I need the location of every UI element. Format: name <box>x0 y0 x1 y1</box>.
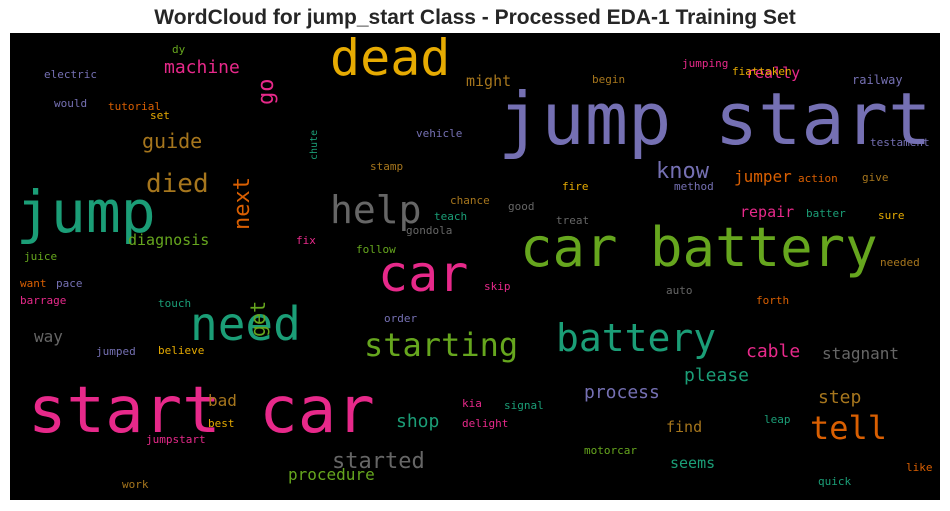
word-needed: needed <box>880 256 920 269</box>
word-begin: begin <box>592 73 626 86</box>
word-tell: tell <box>810 409 888 447</box>
word-motorcar: motorcar <box>584 444 637 457</box>
word-fix: fix <box>296 234 316 247</box>
word-give: give <box>862 171 889 184</box>
word-starting: starting <box>364 326 519 364</box>
word-forth: forth <box>756 294 790 307</box>
word-auto: auto <box>666 284 693 297</box>
word-please: please <box>684 365 750 386</box>
word-shop: shop <box>396 411 440 432</box>
word-diagnosis: diagnosis <box>128 231 210 249</box>
word-jumping: jumping <box>682 57 729 70</box>
word-would: would <box>54 97 88 110</box>
word-skip: skip <box>484 280 511 293</box>
word-electric: electric <box>44 68 97 81</box>
word-seems: seems <box>670 454 716 472</box>
word-best: best <box>208 417 235 430</box>
word-next: next <box>230 176 255 230</box>
word-touch: touch <box>158 297 192 310</box>
word-follow: follow <box>356 243 396 256</box>
word-jump: jump <box>16 178 156 246</box>
word-pace: pace <box>56 277 83 290</box>
word-car-battery: car battery <box>520 216 878 279</box>
word-start-car: start car <box>28 374 375 448</box>
word-stamp: stamp <box>370 160 404 173</box>
word-barrage: barrage <box>20 294 67 307</box>
word-know: know <box>656 159 709 184</box>
word-bad: bad <box>208 391 237 410</box>
word-procedure: procedure <box>288 465 375 484</box>
word-want: want <box>20 277 47 290</box>
word-believe: believe <box>158 344 205 357</box>
word-find: find <box>666 418 703 436</box>
word-need: need <box>190 297 301 351</box>
word-chute: chute <box>309 129 320 160</box>
word-like: like <box>906 461 933 474</box>
word-might: might <box>466 72 512 90</box>
word-jumped: jumped <box>96 345 136 358</box>
word-jumpstart: jumpstart <box>146 433 206 446</box>
word-work: work <box>122 478 149 491</box>
word-good: good <box>508 200 535 213</box>
word-fiattaken: fiattaken <box>732 65 792 78</box>
word-testament: testament <box>870 136 930 149</box>
word-go: go <box>254 78 279 106</box>
word-fire: fire <box>562 180 589 193</box>
word-machine: machine <box>164 57 240 78</box>
word-treat: treat <box>556 214 590 227</box>
word-cable: cable <box>746 341 801 362</box>
word-order: order <box>384 312 418 325</box>
word-cloud-canvas: jump start car battery start car jump dead ca… <box>10 33 940 500</box>
word-battery: battery <box>556 316 717 360</box>
word-jumper: jumper <box>734 167 792 186</box>
word-dy: dy <box>172 43 186 56</box>
word-signal: signal <box>504 399 544 412</box>
word-quick: quick <box>818 475 852 488</box>
word-repair: repair <box>740 203 795 221</box>
word-set: set <box>150 109 170 122</box>
chart-title: WordCloud for jump_start Class - Process… <box>154 6 796 29</box>
word-car: car <box>378 245 469 303</box>
word-leap: leap <box>764 413 791 426</box>
word-jump-start: jump start <box>498 77 932 161</box>
word-chance: chance <box>450 194 490 207</box>
word-sure: sure <box>878 209 905 222</box>
word-guide: guide <box>142 129 203 153</box>
word-dead: dead <box>330 33 451 87</box>
word-gondola: gondola <box>406 224 453 237</box>
word-method: method <box>674 180 714 193</box>
word-way: way <box>34 327 63 346</box>
word-delight: delight <box>462 417 509 430</box>
word-help: help <box>330 188 422 232</box>
word-started: started <box>332 449 425 474</box>
word-action: action <box>798 172 838 185</box>
word-batter: batter <box>806 207 846 220</box>
word-stagnant: stagnant <box>822 344 900 363</box>
word-died: died <box>146 169 209 199</box>
word-vehicle: vehicle <box>416 127 463 140</box>
word-get: get <box>246 300 270 337</box>
word-step: step <box>818 387 862 408</box>
word-juice: juice <box>24 250 58 263</box>
word-tutorial: tutorial <box>108 100 161 113</box>
word-process: process <box>584 382 660 403</box>
word-railway: railway <box>852 73 903 87</box>
word-teach: teach <box>434 210 468 223</box>
word-really: really <box>746 64 801 82</box>
word-kia: kia <box>462 397 482 410</box>
